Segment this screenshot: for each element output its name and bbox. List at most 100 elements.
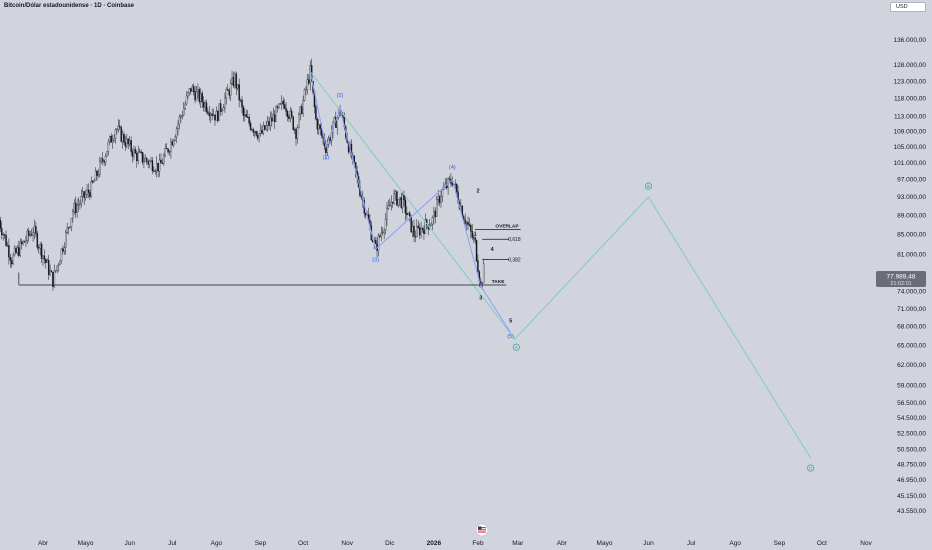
wave-circle [807, 464, 815, 472]
candle-body [245, 114, 247, 118]
candle-body [74, 202, 77, 213]
wave-circle-label: A [515, 345, 518, 350]
candle-body [1, 227, 3, 236]
candle-body [212, 114, 215, 116]
candle-body [474, 237, 476, 241]
candle-body [70, 218, 73, 227]
candle-body [389, 205, 391, 207]
candle-body [319, 124, 321, 130]
candle-body [174, 136, 176, 141]
candle-body [106, 151, 108, 157]
chart-title: Bitcoin/Dólar estadounidense · 1D · Coin… [4, 3, 135, 9]
flag-icon[interactable] [475, 523, 489, 537]
candle-body [15, 248, 17, 253]
candle-body [261, 130, 263, 134]
candle-body [168, 151, 171, 153]
candle-body [192, 86, 195, 92]
candle-body [281, 100, 283, 104]
candle-body [164, 148, 166, 157]
candle-body [136, 153, 138, 161]
candle-body [374, 240, 377, 244]
candle-body [77, 204, 80, 206]
candle-body [23, 241, 26, 243]
candle-body [73, 202, 75, 212]
candle-body [266, 121, 269, 126]
candle-body [155, 163, 158, 172]
candle-body [431, 217, 434, 225]
wave-circle [512, 343, 520, 351]
candle-body [97, 174, 100, 176]
candle-body [150, 160, 152, 162]
candle-body [12, 254, 14, 265]
candle-body [170, 141, 172, 152]
candle-body [318, 124, 320, 130]
candle-body [302, 100, 304, 114]
candle-body [465, 222, 468, 224]
candle-body [38, 247, 40, 249]
candle-body [25, 240, 27, 243]
candle-body [141, 152, 144, 163]
candle-body [326, 144, 329, 153]
y-tick-label: 56.500,00 [897, 400, 926, 407]
candle-body [160, 159, 162, 164]
candle-body [481, 283, 483, 285]
candle-body [320, 128, 323, 136]
candle-body [387, 205, 390, 209]
current-price-value: 77.989,48 [887, 274, 916, 281]
candle-body [390, 201, 392, 206]
candle-body [94, 170, 97, 181]
candle-body [411, 226, 414, 233]
x-tick-label: Ago [729, 540, 741, 547]
candle-body [198, 89, 201, 102]
y-tick-label: 105.000,00 [893, 144, 926, 151]
y-tick-label: 54.500,00 [897, 415, 926, 422]
candle-body [60, 248, 63, 262]
candle-body [178, 116, 181, 125]
x-tick-label: Jul [168, 540, 177, 547]
candle-body [410, 215, 412, 233]
candle-body [256, 135, 259, 139]
candle-body [163, 155, 165, 164]
candle-body [437, 196, 439, 200]
candle-body [11, 260, 13, 265]
x-tick-label: Dic [385, 540, 395, 547]
y-tick-label: 52.500,00 [897, 431, 926, 438]
candle-body [278, 103, 280, 108]
candle-body [113, 137, 115, 141]
candle-body [119, 125, 121, 128]
wave-circle-label: C [809, 466, 813, 471]
candle-body [110, 136, 112, 143]
y-tick-label: 59.000,00 [897, 382, 926, 389]
candle-body [406, 213, 408, 216]
candle-body [262, 125, 265, 134]
candle-body [154, 170, 157, 172]
candle-body [417, 225, 419, 228]
candle-body [421, 227, 424, 230]
x-tick-label: Mayo [78, 540, 94, 547]
candle-body [353, 155, 356, 163]
candle-body [381, 232, 384, 234]
candle-body [215, 111, 218, 121]
candle-body [131, 151, 134, 157]
candle-body [315, 106, 317, 120]
candle-body [28, 230, 30, 236]
current-price-box [876, 271, 926, 287]
y-tick-label: 93.000,00 [897, 194, 926, 201]
candle-body [32, 232, 34, 236]
candle-body [401, 194, 404, 208]
x-tick-label: Sep [774, 540, 786, 547]
candle-body [175, 128, 178, 138]
candle-body [76, 205, 78, 213]
candle-body [65, 232, 67, 248]
wave-label: 2 [476, 189, 479, 195]
candle-body [40, 244, 43, 259]
candle-body [404, 199, 407, 214]
candle-body [285, 107, 287, 112]
candle-body [468, 224, 471, 226]
candle-body [188, 88, 191, 93]
candle-body [93, 180, 95, 183]
candle-body [90, 181, 93, 197]
currency-selector[interactable]: USD [890, 2, 926, 12]
wave-label: 5 [509, 319, 512, 325]
